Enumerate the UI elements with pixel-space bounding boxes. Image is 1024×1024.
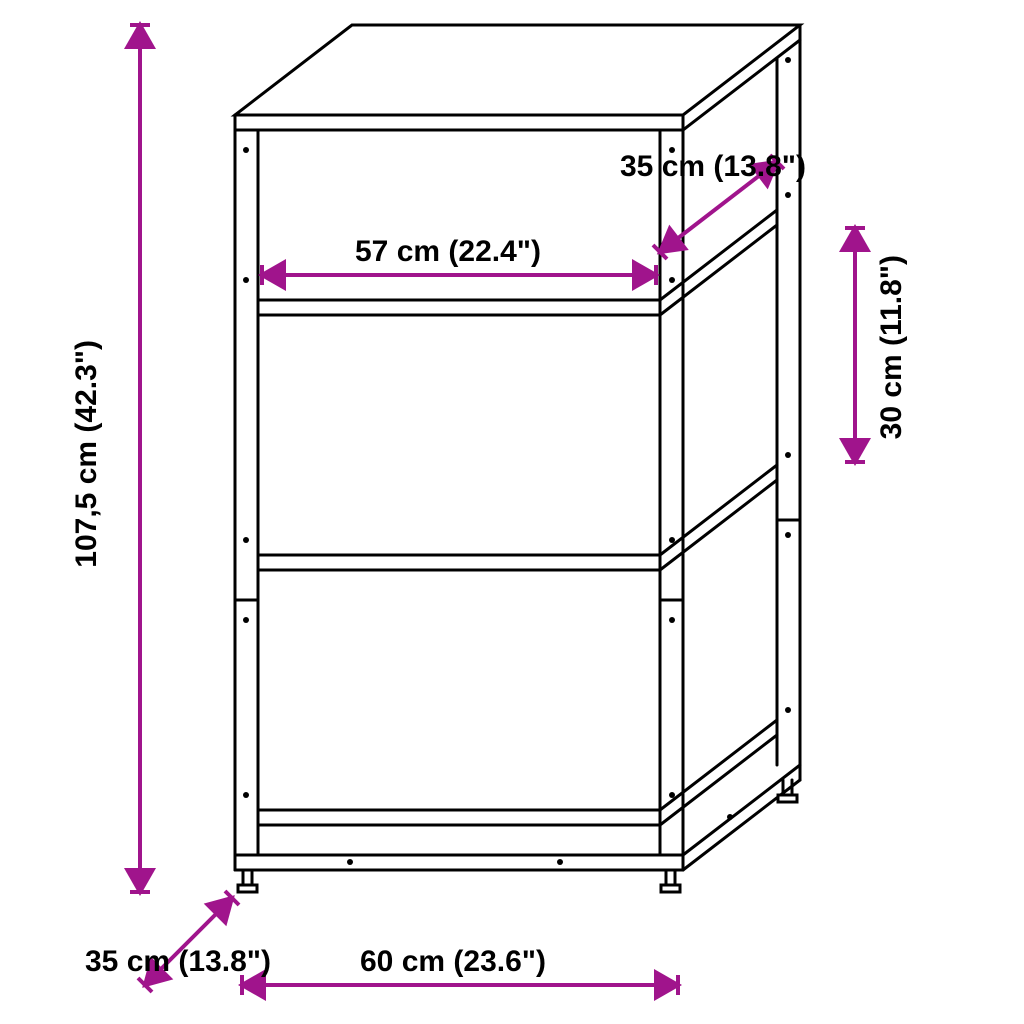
label-shelf-gap: 30 cm (11.8") — [875, 255, 909, 439]
label-height: 107,5 cm (42.3") — [70, 340, 104, 568]
label-shelf-depth: 35 cm (13.8") — [620, 150, 806, 184]
label-width-bottom: 60 cm (23.6") — [360, 945, 546, 979]
label-shelf-width: 57 cm (22.4") — [355, 235, 541, 269]
label-depth-bottom: 35 cm (13.8") — [85, 945, 271, 979]
shelf-diagram — [0, 0, 1024, 1024]
